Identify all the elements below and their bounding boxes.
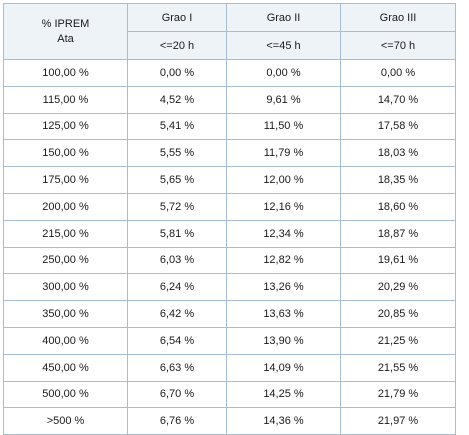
table-row: 215,00 % 5,81 % 12,34 % 18,87 % xyxy=(3,219,456,248)
grade-3-cell: 18,35 % xyxy=(340,166,456,194)
grade-3-cell: 0,00 % xyxy=(340,59,456,87)
grade-3-cell: 17,58 % xyxy=(340,112,456,141)
table-row: 450,00 % 6,63 % 14,09 % 21,55 % xyxy=(3,353,456,382)
table-row: 400,00 % 6,54 % 13,90 % 21,25 % xyxy=(3,326,456,355)
table-row: >500 % 6,76 % 14,36 % 21,97 % xyxy=(3,407,456,435)
grade-2-cell: 12,16 % xyxy=(226,192,341,221)
grade-1-cell: 6,76 % xyxy=(127,407,227,435)
grade-3-cell: 18,60 % xyxy=(340,192,456,221)
grade-3-cell: 21,25 % xyxy=(340,326,456,355)
limit-header-2: <=45 h xyxy=(226,31,341,60)
table-row: 350,00 % 6,42 % 13,63 % 20,85 % xyxy=(3,300,456,328)
table-row: 300,00 % 6,24 % 13,26 % 20,29 % xyxy=(3,273,456,302)
iprem-cell: 200,00 % xyxy=(3,192,128,221)
table-row: 150,00 % 5,55 % 11,79 % 18,03 % xyxy=(3,139,456,168)
iprem-cell: 400,00 % xyxy=(3,326,128,355)
grade-1-cell: 5,55 % xyxy=(127,139,227,168)
grade-header-2: Grao II xyxy=(226,3,341,32)
table-row: 175,00 % 5,65 % 12,00 % 18,35 % xyxy=(3,166,456,194)
grade-1-cell: 5,72 % xyxy=(127,192,227,221)
iprem-cell: 115,00 % xyxy=(3,85,128,114)
table-row: 500,00 % 6,70 % 14,25 % 21,79 % xyxy=(3,380,456,409)
grade-2-cell: 9,61 % xyxy=(226,85,341,114)
grade-2-cell: 12,34 % xyxy=(226,219,341,248)
table-row: 200,00 % 5,72 % 12,16 % 18,60 % xyxy=(3,192,456,221)
limit-header-1: <=20 h xyxy=(127,31,227,60)
grade-header-3: Grao III xyxy=(340,3,456,32)
table-row: 250,00 % 6,03 % 12,82 % 19,61 % xyxy=(3,246,456,275)
iprem-cell: 300,00 % xyxy=(3,273,128,302)
grade-2-cell: 13,90 % xyxy=(226,326,341,355)
table-row: 115,00 % 4,52 % 9,61 % 14,70 % xyxy=(3,85,456,114)
iprem-cell: 125,00 % xyxy=(3,112,128,141)
table-row: 100,00 % 0,00 % 0,00 % 0,00 % xyxy=(3,59,456,87)
iprem-header-line2: Ata xyxy=(57,32,74,45)
table-row: 125,00 % 5,41 % 11,50 % 17,58 % xyxy=(3,112,456,141)
iprem-cell: 250,00 % xyxy=(3,246,128,275)
grade-1-cell: 6,54 % xyxy=(127,326,227,355)
grade-header-1: Grao I xyxy=(127,3,227,32)
header-row-grades: % IPREM Ata Grao I Grao II Grao III xyxy=(3,3,456,60)
iprem-cell: >500 % xyxy=(3,407,128,435)
grade-3-cell: 20,29 % xyxy=(340,273,456,302)
header-row-limits: <=20 h <=45 h <=70 h xyxy=(4,31,456,60)
grade-2-cell: 13,63 % xyxy=(226,300,341,328)
grade-1-cell: 6,42 % xyxy=(127,300,227,328)
grade-3-cell: 21,79 % xyxy=(340,380,456,409)
grade-1-cell: 6,63 % xyxy=(127,353,227,382)
table-header: % IPREM Ata Grao I Grao II Grao III <=20… xyxy=(3,3,456,60)
grade-2-cell: 14,36 % xyxy=(226,407,341,435)
grade-3-cell: 18,87 % xyxy=(340,219,456,248)
grade-1-cell: 4,52 % xyxy=(127,85,227,114)
grade-2-cell: 14,25 % xyxy=(226,380,341,409)
iprem-column-header: % IPREM Ata xyxy=(3,3,128,60)
grade-2-cell: 12,00 % xyxy=(226,166,341,194)
grade-3-cell: 14,70 % xyxy=(340,85,456,114)
grade-1-cell: 5,81 % xyxy=(127,219,227,248)
grade-2-cell: 12,82 % xyxy=(226,246,341,275)
iprem-grade-table: % IPREM Ata Grao I Grao II Grao III <=20… xyxy=(3,3,456,435)
iprem-cell: 350,00 % xyxy=(3,300,128,328)
grade-2-cell: 14,09 % xyxy=(226,353,341,382)
grade-2-cell: 0,00 % xyxy=(226,59,341,87)
iprem-cell: 215,00 % xyxy=(3,219,128,248)
grade-1-cell: 6,03 % xyxy=(127,246,227,275)
iprem-cell: 150,00 % xyxy=(3,139,128,168)
grade-2-cell: 11,79 % xyxy=(226,139,341,168)
iprem-header-line1: % IPREM xyxy=(41,17,90,30)
grade-2-cell: 13,26 % xyxy=(226,273,341,302)
grade-1-cell: 6,24 % xyxy=(127,273,227,302)
grade-3-cell: 21,97 % xyxy=(340,407,456,435)
iprem-cell: 100,00 % xyxy=(3,59,128,87)
limit-header-3: <=70 h xyxy=(340,31,456,60)
grade-3-cell: 20,85 % xyxy=(340,300,456,328)
grade-1-cell: 6,70 % xyxy=(127,380,227,409)
grade-1-cell: 5,65 % xyxy=(127,166,227,194)
table-container: % IPREM Ata Grao I Grao II Grao III <=20… xyxy=(3,3,456,435)
grade-3-cell: 21,55 % xyxy=(340,353,456,382)
iprem-cell: 175,00 % xyxy=(3,166,128,194)
grade-3-cell: 18,03 % xyxy=(340,139,456,168)
grade-2-cell: 11,50 % xyxy=(226,112,341,141)
iprem-cell: 500,00 % xyxy=(3,380,128,409)
table-body: 100,00 % 0,00 % 0,00 % 0,00 % 115,00 % 4,52 %… xyxy=(3,59,456,435)
grade-3-cell: 19,61 % xyxy=(340,246,456,275)
grade-1-cell: 5,41 % xyxy=(127,112,227,141)
grade-1-cell: 0,00 % xyxy=(127,59,227,87)
iprem-cell: 450,00 % xyxy=(3,353,128,382)
